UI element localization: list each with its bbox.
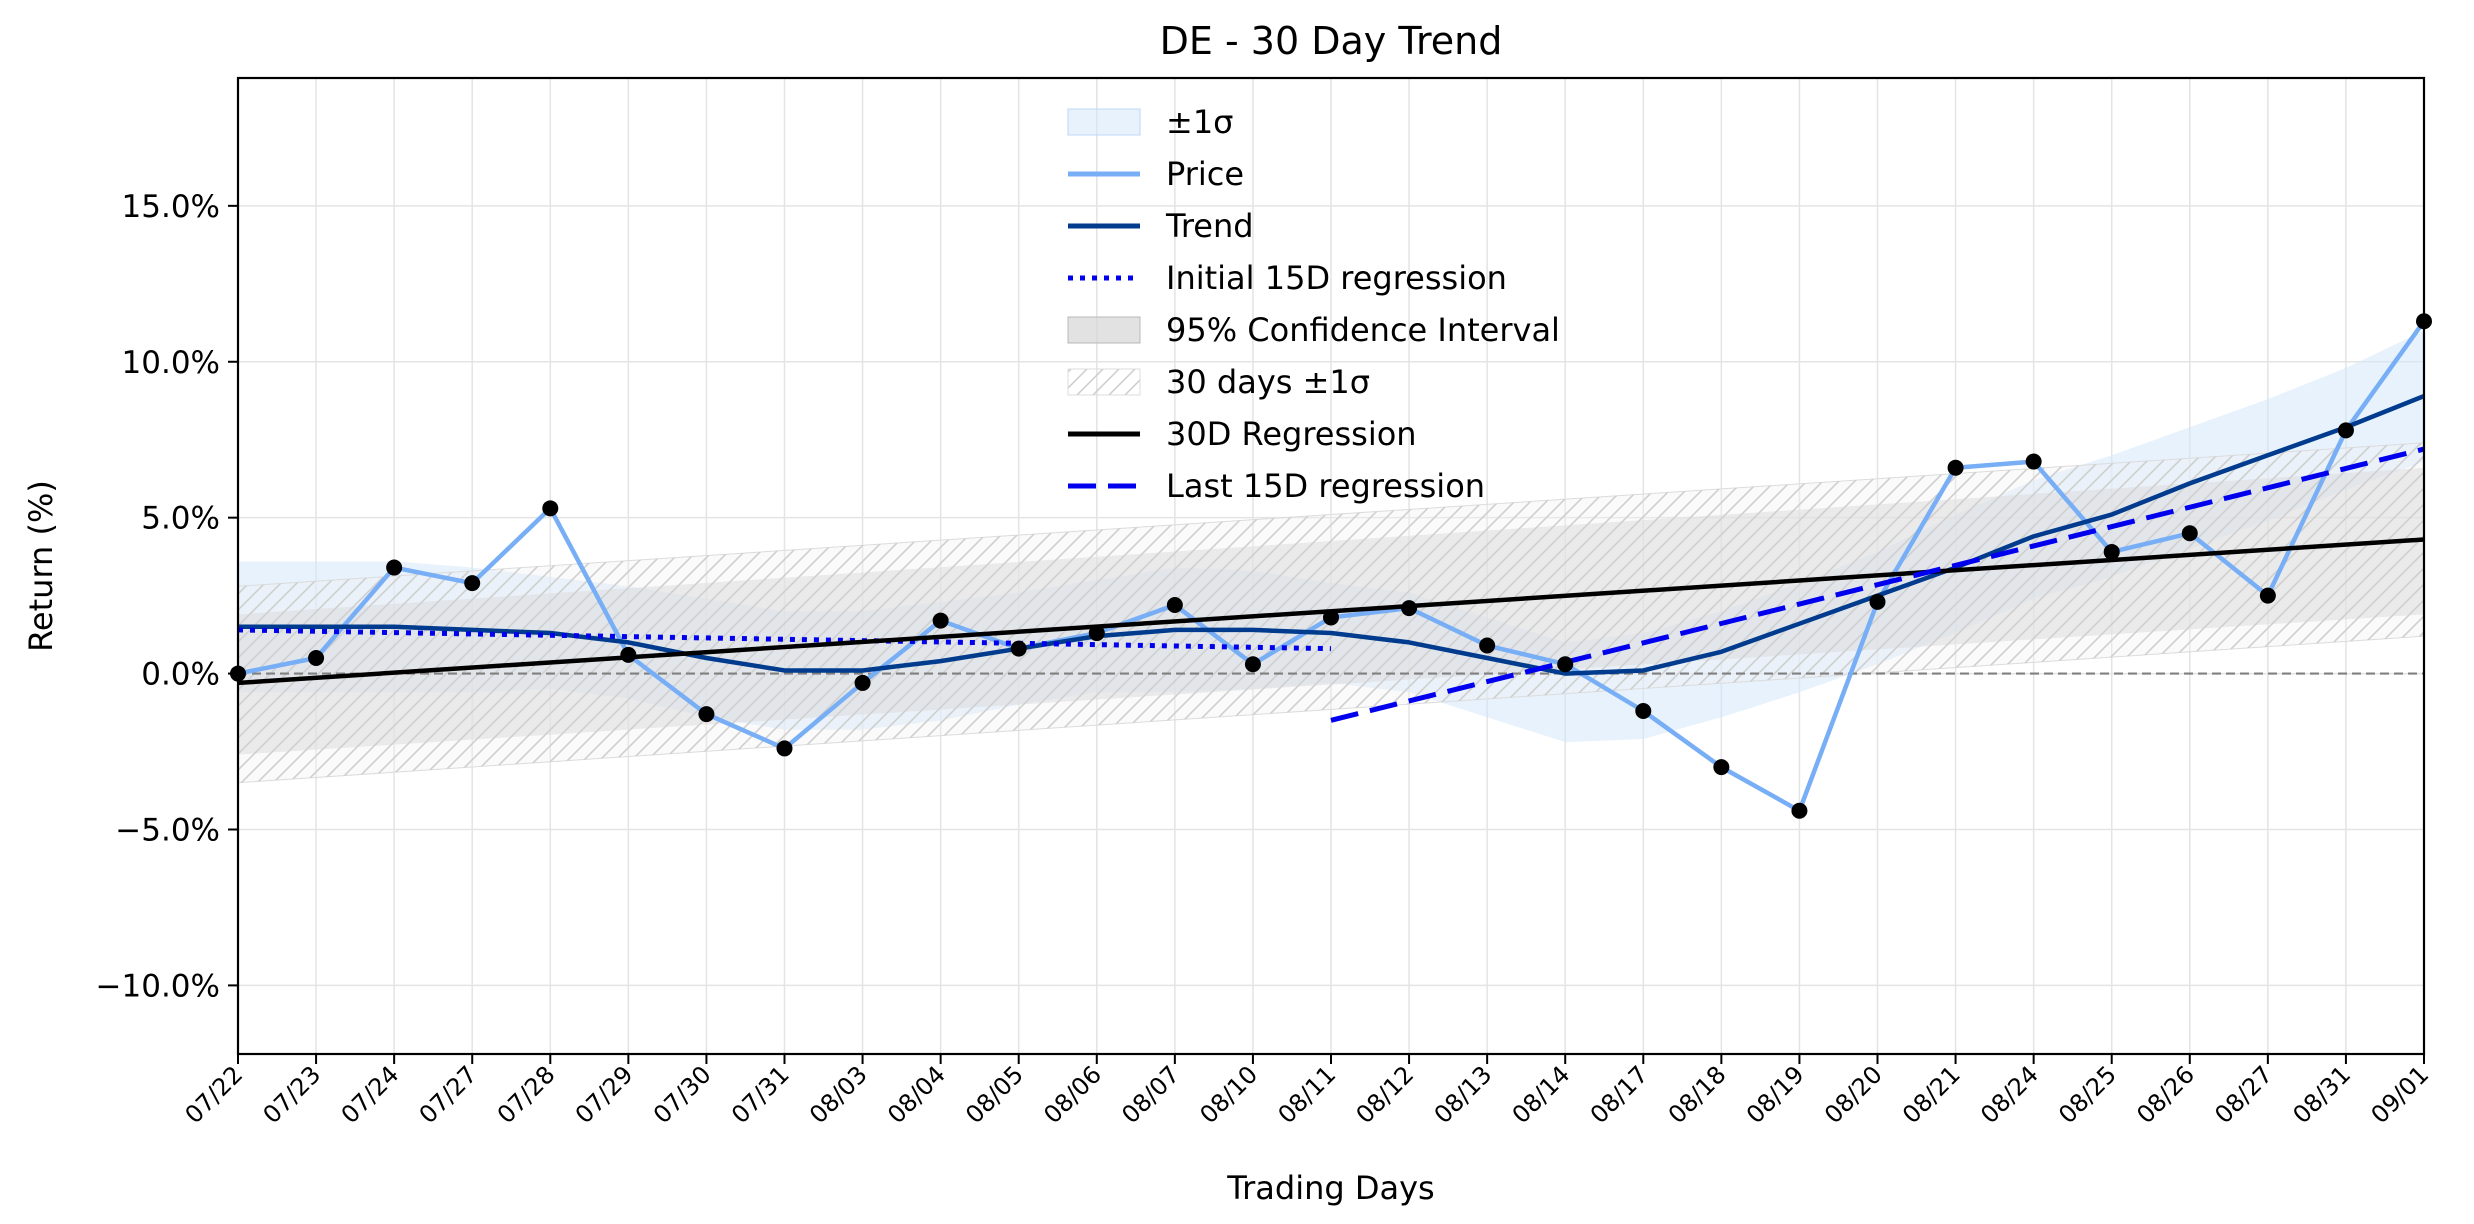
price-markers — [230, 313, 2432, 819]
price-point — [1010, 640, 1027, 657]
x-tick-label: 07/29 — [570, 1060, 639, 1129]
price-point — [2103, 543, 2120, 560]
price-point — [2181, 525, 2198, 542]
legend-label-price: Price — [1166, 155, 1244, 193]
x-tick-label: 08/19 — [1741, 1060, 1810, 1129]
price-point — [2337, 422, 2354, 439]
legend-label-last-15d-regression: Last 15D regression — [1166, 467, 1485, 505]
x-tick-label: 08/13 — [1429, 1060, 1498, 1129]
x-tick-label: 08/11 — [1273, 1060, 1342, 1129]
price-point — [1635, 702, 1652, 719]
legend-swatch-1 — [1067, 108, 1141, 136]
price-point — [386, 559, 403, 576]
x-tick-label: 08/05 — [960, 1060, 1029, 1129]
x-tick-label: 08/25 — [2053, 1060, 2122, 1129]
legend-label-30-days-1: 30 days ±1σ — [1166, 363, 1370, 401]
legend-label-1: ±1σ — [1166, 103, 1233, 141]
x-tick-label: 07/27 — [414, 1060, 483, 1129]
price-point — [1791, 802, 1808, 819]
y-tick-label: −10.0% — [96, 968, 220, 1004]
x-tick-label: 08/20 — [1819, 1060, 1888, 1129]
price-point — [932, 612, 949, 629]
price-point — [1947, 459, 1964, 476]
price-point — [464, 575, 481, 592]
y-axis-label: Return (%) — [22, 480, 60, 652]
x-tick-label: 08/26 — [2131, 1060, 2200, 1129]
price-point — [1869, 593, 1886, 610]
price-point — [776, 740, 793, 757]
x-tick-label: 09/01 — [2366, 1060, 2435, 1129]
y-tick-label: −5.0% — [115, 812, 220, 848]
legend-swatch-30-days-1 — [1067, 368, 1141, 396]
legend: ±1σ Price Trend Initial 15D regression 95% C… — [1067, 103, 1560, 505]
x-axis-label: Trading Days — [1226, 1169, 1434, 1207]
x-tick-label: 07/31 — [726, 1060, 795, 1129]
x-tick-label: 08/24 — [1975, 1060, 2044, 1129]
x-tick-label: 08/17 — [1585, 1060, 1654, 1129]
legend-label-95-confidence-interval: 95% Confidence Interval — [1166, 311, 1560, 349]
x-tick-label: 07/28 — [492, 1060, 561, 1129]
x-axis: 07/22 07/23 07/24 07/27 07/28 07/29 07/30 07/31… — [180, 1054, 2435, 1129]
x-tick-label: 08/03 — [804, 1060, 873, 1129]
price-point — [854, 674, 871, 691]
price-point — [1401, 600, 1418, 617]
trend-line — [238, 393, 2424, 676]
price-point — [2025, 453, 2042, 470]
y-axis: −10.0% −5.0% 0.0% 5.0% 10.0% 15.0% — [96, 189, 238, 1004]
x-tick-label: 08/21 — [1897, 1060, 1966, 1129]
y-tick-label: 0.0% — [141, 657, 220, 693]
price-point — [1479, 637, 1496, 654]
x-tick-label: 08/18 — [1663, 1060, 1732, 1129]
x-tick-label: 07/24 — [336, 1060, 405, 1129]
x-tick-label: 07/23 — [258, 1060, 327, 1129]
price-point — [698, 706, 715, 723]
price-point — [1244, 656, 1261, 673]
price-point — [1323, 609, 1339, 626]
x-tick-label: 08/07 — [1116, 1060, 1185, 1129]
price-point — [308, 649, 325, 666]
legend-label-initial-15d-regression: Initial 15D regression — [1166, 259, 1507, 297]
y-tick-label: 10.0% — [122, 345, 220, 381]
x-tick-label: 08/12 — [1351, 1060, 1420, 1129]
legend-label-trend: Trend — [1165, 207, 1254, 245]
x-tick-label: 08/10 — [1194, 1060, 1263, 1129]
price-point — [542, 500, 559, 517]
x-tick-label: 08/31 — [2287, 1060, 2356, 1129]
y-tick-label: 15.0% — [122, 189, 220, 225]
y-tick-label: 5.0% — [141, 501, 220, 537]
x-tick-label: 08/27 — [2209, 1060, 2278, 1129]
legend-label-30d-regression: 30D Regression — [1166, 415, 1417, 453]
x-tick-label: 08/06 — [1038, 1060, 1107, 1129]
x-tick-label: 08/04 — [882, 1060, 951, 1129]
initial-15d-regression-line — [238, 627, 1332, 652]
x-tick-label: 07/22 — [180, 1060, 249, 1129]
chart-title: DE - 30 Day Trend — [1160, 19, 1503, 63]
price-point — [2259, 587, 2276, 604]
legend-swatch-95-confidence-interval — [1067, 316, 1141, 344]
price-point — [1088, 625, 1105, 642]
last-15d-regression-line — [1330, 446, 2424, 723]
x-tick-label: 07/30 — [648, 1060, 717, 1129]
price-point — [1166, 596, 1183, 613]
x-tick-label: 08/14 — [1507, 1060, 1576, 1129]
price-point — [1557, 656, 1574, 673]
price-point — [1713, 759, 1730, 776]
price-point — [620, 646, 637, 663]
